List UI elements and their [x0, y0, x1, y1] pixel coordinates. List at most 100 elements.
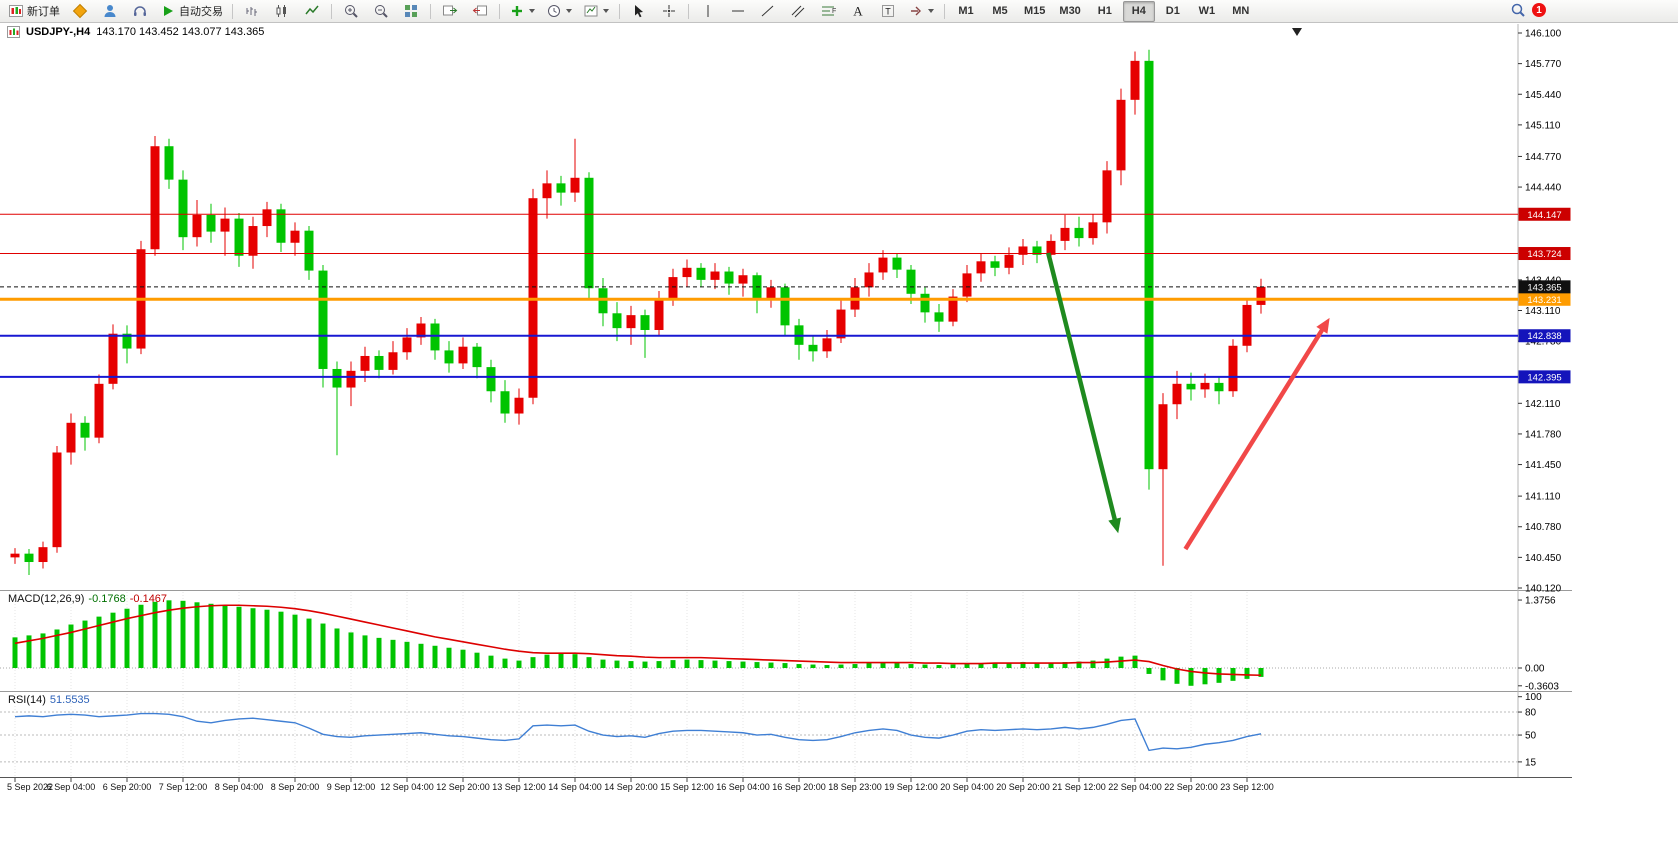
svg-text:6 Sep 04:00: 6 Sep 04:00: [47, 782, 96, 792]
rsi-panel-label: RSI(14) 51.5535: [8, 694, 90, 706]
line-chart-button[interactable]: [298, 1, 326, 22]
shapes-tool-button[interactable]: [904, 1, 939, 22]
timeframe-h1-button[interactable]: H1: [1097, 5, 1112, 17]
svg-text:145.770: 145.770: [1525, 59, 1562, 70]
svg-text:142.395: 142.395: [1527, 372, 1561, 383]
toolbar-separator: [331, 3, 332, 19]
svg-text:15: 15: [1525, 757, 1537, 768]
svg-text:19 Sep 12:00: 19 Sep 12:00: [884, 782, 938, 792]
text-tool-button[interactable]: A: [844, 1, 872, 22]
crosshair-tool-button[interactable]: [655, 1, 683, 22]
auto-trading-play-icon: [164, 6, 173, 16]
trendline-tool-button[interactable]: [754, 1, 782, 22]
periods-button[interactable]: [542, 1, 577, 22]
channel-tool-button[interactable]: [784, 1, 812, 22]
rsi-label: RSI(14): [8, 694, 46, 706]
cursor-tool-button[interactable]: [625, 1, 653, 22]
dropdown-caret-icon: [928, 9, 934, 13]
search-icon[interactable]: [1510, 2, 1526, 18]
chart-shift-button[interactable]: [466, 1, 494, 22]
svg-text:22 Sep 20:00: 22 Sep 20:00: [1164, 782, 1218, 792]
timeframe-mn-button[interactable]: MN: [1232, 5, 1250, 17]
timeframe-m15-button[interactable]: M15: [1024, 5, 1046, 17]
svg-text:T: T: [885, 7, 891, 17]
macd-panel-area[interactable]: [0, 592, 1518, 691]
svg-text:146.100: 146.100: [1525, 29, 1562, 40]
tile-windows-icon: [405, 5, 417, 17]
svg-text:141.450: 141.450: [1525, 460, 1562, 471]
horizontal-line-tool-button[interactable]: [724, 1, 752, 22]
svg-text:144.440: 144.440: [1525, 183, 1562, 194]
candlestick-chart-icon: [276, 5, 286, 17]
timeframe-d1-button[interactable]: D1: [1165, 5, 1180, 17]
rsi-panel-area[interactable]: [0, 692, 1518, 777]
svg-text:140.120: 140.120: [1525, 584, 1562, 595]
svg-text:143.365: 143.365: [1527, 282, 1561, 293]
svg-text:0.00: 0.00: [1525, 664, 1545, 675]
svg-text:15 Sep 12:00: 15 Sep 12:00: [660, 782, 714, 792]
chart-window-icon: [7, 26, 20, 38]
mql-diamond-icon: [72, 3, 88, 19]
svg-text:1.3756: 1.3756: [1525, 596, 1556, 607]
auto-scroll-button[interactable]: [436, 1, 464, 22]
indicators-button[interactable]: [505, 1, 540, 22]
timeframe-w1-button[interactable]: W1: [1198, 5, 1216, 17]
text-a-icon: A: [853, 4, 863, 19]
main-chart-area[interactable]: [0, 24, 1518, 588]
price-scale[interactable]: [1518, 24, 1574, 777]
dropdown-caret-icon: [603, 9, 609, 13]
auto-trading-button[interactable]: 自动交易: [156, 1, 227, 22]
notification-badge[interactable]: 1: [1532, 3, 1546, 17]
svg-text:9 Sep 12:00: 9 Sep 12:00: [327, 782, 376, 792]
toolbar-separator: [688, 3, 689, 19]
fibonacci-tool-button[interactable]: F: [814, 1, 842, 22]
support-button[interactable]: [126, 1, 154, 22]
templates-button[interactable]: [579, 1, 614, 22]
clock-icon: [548, 5, 560, 17]
toolbar-separator: [430, 3, 431, 19]
svg-text:8 Sep 04:00: 8 Sep 04:00: [215, 782, 264, 792]
profile-icon: [104, 5, 116, 17]
label-tool-button[interactable]: T: [874, 1, 902, 22]
mql-market-button[interactable]: [66, 1, 94, 22]
headset-icon: [134, 6, 146, 16]
auto-scroll-icon: [443, 5, 458, 16]
toolbar-separator: [944, 3, 945, 19]
svg-text:12 Sep 20:00: 12 Sep 20:00: [436, 782, 490, 792]
timeframe-m1-button[interactable]: M1: [958, 5, 974, 17]
macd-main-value: -0.1768: [88, 593, 126, 605]
cursor-icon: [635, 5, 643, 18]
bar-chart-icon: [246, 7, 257, 16]
svg-text:142.838: 142.838: [1527, 331, 1561, 342]
arrow-shape-icon: [911, 6, 921, 16]
timeframe-m30-button[interactable]: M30: [1059, 5, 1081, 17]
svg-text:144.147: 144.147: [1527, 210, 1561, 221]
fibonacci-icon: F: [822, 6, 836, 16]
candlestick-chart-button[interactable]: [268, 1, 296, 22]
profile-button[interactable]: [96, 1, 124, 22]
time-scale[interactable]: [0, 778, 1518, 794]
svg-text:141.780: 141.780: [1525, 429, 1562, 440]
toolbar-separator: [232, 3, 233, 19]
zoom-in-button[interactable]: [337, 1, 365, 22]
vertical-line-tool-button[interactable]: [694, 1, 722, 22]
svg-text:-0.3603: -0.3603: [1525, 681, 1559, 692]
new-order-button[interactable]: 新订单: [4, 1, 64, 22]
bar-chart-button[interactable]: [238, 1, 266, 22]
symbol-period-label: USDJPY-,H4: [26, 26, 91, 38]
svg-text:14 Sep 04:00: 14 Sep 04:00: [548, 782, 602, 792]
text-t-icon: T: [882, 5, 894, 17]
toolbar-separator: [619, 3, 620, 19]
svg-text:145.110: 145.110: [1525, 120, 1561, 131]
svg-text:6 Sep 20:00: 6 Sep 20:00: [103, 782, 152, 792]
timeframe-m5-button[interactable]: M5: [992, 5, 1008, 17]
tile-windows-button[interactable]: [397, 1, 425, 22]
toolbar-separator: [499, 3, 500, 19]
toolbar-right-group: 1: [1510, 2, 1546, 18]
zoom-out-button[interactable]: [367, 1, 395, 22]
svg-text:7 Sep 12:00: 7 Sep 12:00: [159, 782, 208, 792]
svg-text:50: 50: [1525, 731, 1537, 742]
svg-text:80: 80: [1525, 708, 1537, 719]
timeframe-h4-button[interactable]: H4: [1122, 0, 1155, 22]
